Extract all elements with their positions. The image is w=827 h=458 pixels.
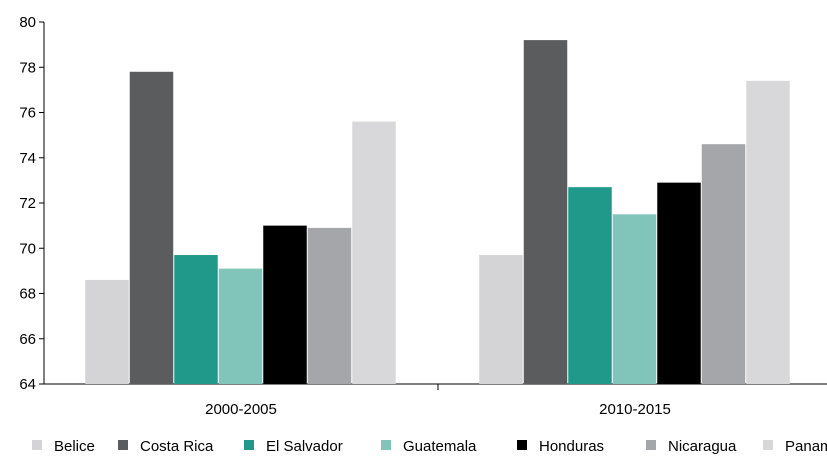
bar — [307, 227, 352, 384]
y-tick-label: 66 — [19, 331, 36, 348]
bar — [85, 279, 129, 384]
y-tick-label: 70 — [19, 240, 36, 257]
bar — [568, 187, 612, 384]
bar — [612, 214, 657, 384]
bar — [657, 182, 701, 384]
legend-label: Costa Rica — [140, 438, 214, 455]
y-tick-label: 74 — [19, 150, 36, 167]
legend-swatch — [646, 440, 656, 450]
legend: Belice Costa Rica El Salvador Guatemala Hond… — [32, 438, 827, 455]
y-tick-label: 76 — [19, 105, 36, 122]
y-tick-label: 80 — [19, 14, 36, 31]
y-axis: 64 66 68 70 72 74 76 78 80 — [19, 14, 45, 393]
bar — [523, 40, 568, 384]
bars — [85, 40, 790, 385]
legend-label: Nicaragua — [668, 438, 737, 455]
bar — [352, 121, 396, 385]
bar — [746, 80, 790, 384]
legend-swatch — [763, 440, 773, 450]
bar — [701, 144, 746, 384]
legend-label: El Salvador — [266, 438, 343, 455]
legend-swatch — [517, 440, 527, 450]
x-tick-label: 2010-2015 — [599, 401, 671, 418]
y-tick-label: 72 — [19, 195, 36, 212]
y-tick-label: 68 — [19, 286, 36, 303]
legend-swatch — [381, 440, 391, 450]
legend-swatch — [244, 440, 254, 450]
bar — [263, 225, 307, 384]
bar — [129, 71, 174, 385]
x-axis: 2000-2005 2010-2015 — [44, 383, 827, 418]
bar — [479, 255, 523, 384]
bar — [218, 268, 263, 384]
legend-label: Guatemala — [403, 438, 477, 455]
legend-swatch — [32, 440, 42, 450]
x-tick-label: 2000-2005 — [205, 401, 277, 418]
legend-label: Panamá — [785, 438, 827, 455]
legend-label: Honduras — [539, 438, 604, 455]
bar — [174, 255, 218, 384]
legend-label: Belice — [54, 438, 95, 455]
y-tick-label: 64 — [19, 376, 36, 393]
legend-swatch — [118, 440, 128, 450]
y-tick-label: 78 — [19, 59, 36, 76]
